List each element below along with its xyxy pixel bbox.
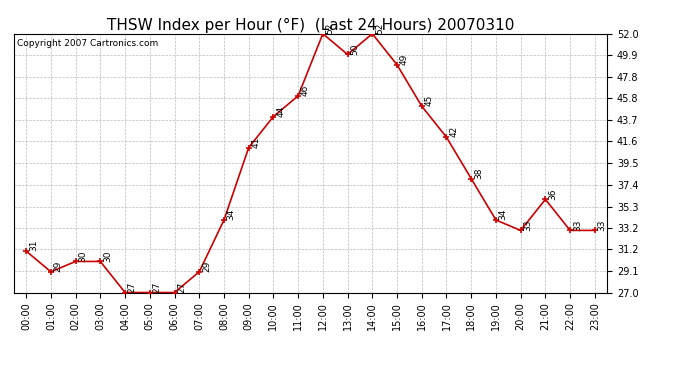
Text: 27: 27 xyxy=(128,281,137,292)
Text: 31: 31 xyxy=(29,240,38,251)
Text: 34: 34 xyxy=(227,209,236,220)
Text: 30: 30 xyxy=(103,250,112,262)
Text: 27: 27 xyxy=(177,281,186,292)
Text: 33: 33 xyxy=(524,219,533,231)
Text: 50: 50 xyxy=(351,43,359,55)
Text: 30: 30 xyxy=(79,250,88,262)
Text: 52: 52 xyxy=(326,22,335,34)
Text: 41: 41 xyxy=(251,136,260,148)
Text: 29: 29 xyxy=(202,261,211,272)
Text: 45: 45 xyxy=(424,95,433,106)
Text: 36: 36 xyxy=(548,188,557,200)
Text: 42: 42 xyxy=(449,126,458,137)
Text: 44: 44 xyxy=(276,105,285,117)
Text: 38: 38 xyxy=(474,167,483,179)
Text: 52: 52 xyxy=(375,22,384,34)
Text: 34: 34 xyxy=(499,209,508,220)
Text: 27: 27 xyxy=(152,281,161,292)
Text: 33: 33 xyxy=(598,219,607,231)
Text: 33: 33 xyxy=(573,219,582,231)
Text: Copyright 2007 Cartronics.com: Copyright 2007 Cartronics.com xyxy=(17,39,158,48)
Title: THSW Index per Hour (°F)  (Last 24 Hours) 20070310: THSW Index per Hour (°F) (Last 24 Hours)… xyxy=(107,18,514,33)
Text: 46: 46 xyxy=(301,85,310,96)
Text: 29: 29 xyxy=(54,261,63,272)
Text: 49: 49 xyxy=(400,54,408,65)
